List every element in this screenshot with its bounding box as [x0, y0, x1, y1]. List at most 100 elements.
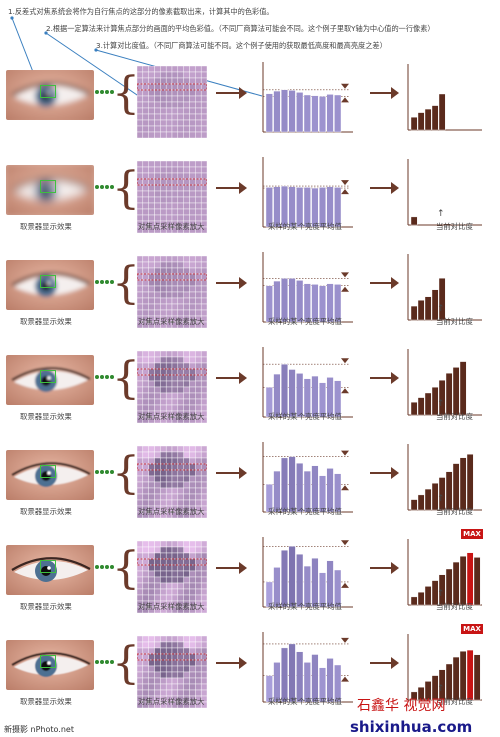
arrow-head	[391, 277, 399, 289]
pixel-cell	[148, 493, 155, 501]
arrow-head	[239, 657, 247, 669]
pixel-cell	[171, 380, 179, 388]
contrast-bar	[424, 296, 432, 321]
pixel-cell	[142, 95, 149, 103]
pixel-cell	[183, 273, 190, 281]
pixel-cell	[195, 463, 202, 471]
pixel-cell	[136, 285, 144, 293]
pixel-cell	[177, 481, 184, 489]
pixel-cell	[177, 202, 184, 210]
pixel-cell	[189, 356, 196, 364]
sample-pixel-grid	[136, 65, 208, 139]
pixel-cell	[177, 582, 184, 590]
average-bar	[311, 375, 319, 418]
pixel-cell	[189, 368, 196, 376]
pixel-cell	[136, 279, 144, 287]
pixel-cell	[148, 677, 155, 685]
average-bar	[265, 93, 273, 133]
pixel-cell	[160, 77, 167, 85]
pixel-cell	[183, 119, 190, 127]
connector-dot	[105, 375, 109, 379]
arrow-head	[391, 562, 399, 574]
caption-average: 采样的某个亮度平均值	[268, 507, 342, 516]
pixel-cell	[195, 178, 202, 186]
pixel-cell	[189, 576, 196, 584]
pixel-cell	[142, 196, 149, 204]
pixel-cell	[142, 77, 149, 85]
pixel-cell	[148, 267, 155, 275]
pixel-cell	[200, 445, 208, 453]
pixel-cell	[148, 671, 155, 679]
pixel-cell	[160, 196, 167, 204]
pixel-cell	[165, 398, 173, 406]
contrast-bar	[417, 687, 425, 701]
pixel-cell	[160, 202, 167, 210]
pixel-cell	[171, 582, 179, 590]
pixel-cell	[171, 469, 179, 477]
pixel-cell	[189, 677, 196, 685]
pixel-cell	[165, 178, 173, 186]
connector-dot	[105, 185, 109, 189]
pixel-cell	[177, 350, 184, 358]
pixel-cell	[165, 297, 173, 305]
pixel-cell	[154, 89, 161, 97]
pixel-cell	[195, 101, 202, 109]
pixel-cell	[195, 303, 202, 311]
caption-sample: 对焦点采样像素放大	[138, 412, 205, 421]
pixel-cell	[177, 641, 184, 649]
pixel-cell	[136, 487, 144, 495]
pixel-cell	[160, 564, 167, 572]
pixel-cell	[136, 576, 144, 584]
pixel-cell	[154, 208, 161, 216]
pixel-cell	[148, 362, 155, 370]
row-6: {MAX 取景器显示效果 对焦点采样像素放大 采样的某个亮度平均值 ↑ 当前对比度	[0, 529, 500, 631]
row-4: {取景器显示效果 对焦点采样像素放大 采样的某个亮度平均值 ↑ 当前对比度	[0, 345, 500, 441]
pixel-cell	[195, 582, 202, 590]
pixel-cell	[200, 683, 208, 691]
contrast-chart	[404, 60, 484, 134]
pixel-cell	[195, 374, 202, 382]
pixel-cell	[165, 208, 173, 216]
connector-dot	[95, 280, 99, 284]
row-1: {	[0, 60, 500, 156]
pixel-cell	[177, 469, 184, 477]
pixel-cell	[165, 445, 173, 453]
arrow-line	[216, 187, 242, 189]
pixel-cell	[171, 558, 179, 566]
pixel-cell	[183, 540, 190, 548]
pixel-cell	[154, 481, 161, 489]
arrow-head	[391, 87, 399, 99]
contrast-chart	[404, 630, 484, 704]
contrast-bar	[438, 574, 446, 606]
pixel-cell	[160, 279, 167, 287]
min-marker	[341, 189, 349, 195]
pixel-cell	[148, 89, 155, 97]
pixel-cell	[165, 356, 173, 364]
pixel-cell	[154, 374, 161, 382]
pixel-cell	[195, 285, 202, 293]
pixel-cell	[165, 588, 173, 596]
pixel-cell	[171, 267, 179, 275]
pixel-cell	[154, 659, 161, 667]
pixel-cell	[154, 291, 161, 299]
pixel-cell	[136, 641, 144, 649]
pixel-cell	[189, 659, 196, 667]
pixel-cell	[154, 683, 161, 691]
pixel-cell	[183, 77, 190, 85]
pixel-cell	[189, 303, 196, 311]
pixel-cell	[200, 297, 208, 305]
pixel-cell	[200, 659, 208, 667]
pixel-cell	[148, 356, 155, 364]
focus-point-box	[40, 655, 56, 668]
contrast-bar	[417, 397, 425, 416]
connector-dot	[110, 375, 114, 379]
pixel-cell	[183, 291, 190, 299]
pixel-cell	[189, 89, 196, 97]
caption-contrast: 当前对比度	[436, 697, 473, 706]
pixel-cell	[183, 261, 190, 269]
pixel-cell	[195, 125, 202, 133]
pixel-cell	[160, 653, 167, 661]
connector-dot	[95, 565, 99, 569]
pixel-cell	[200, 267, 208, 275]
pixel-cell	[195, 267, 202, 275]
